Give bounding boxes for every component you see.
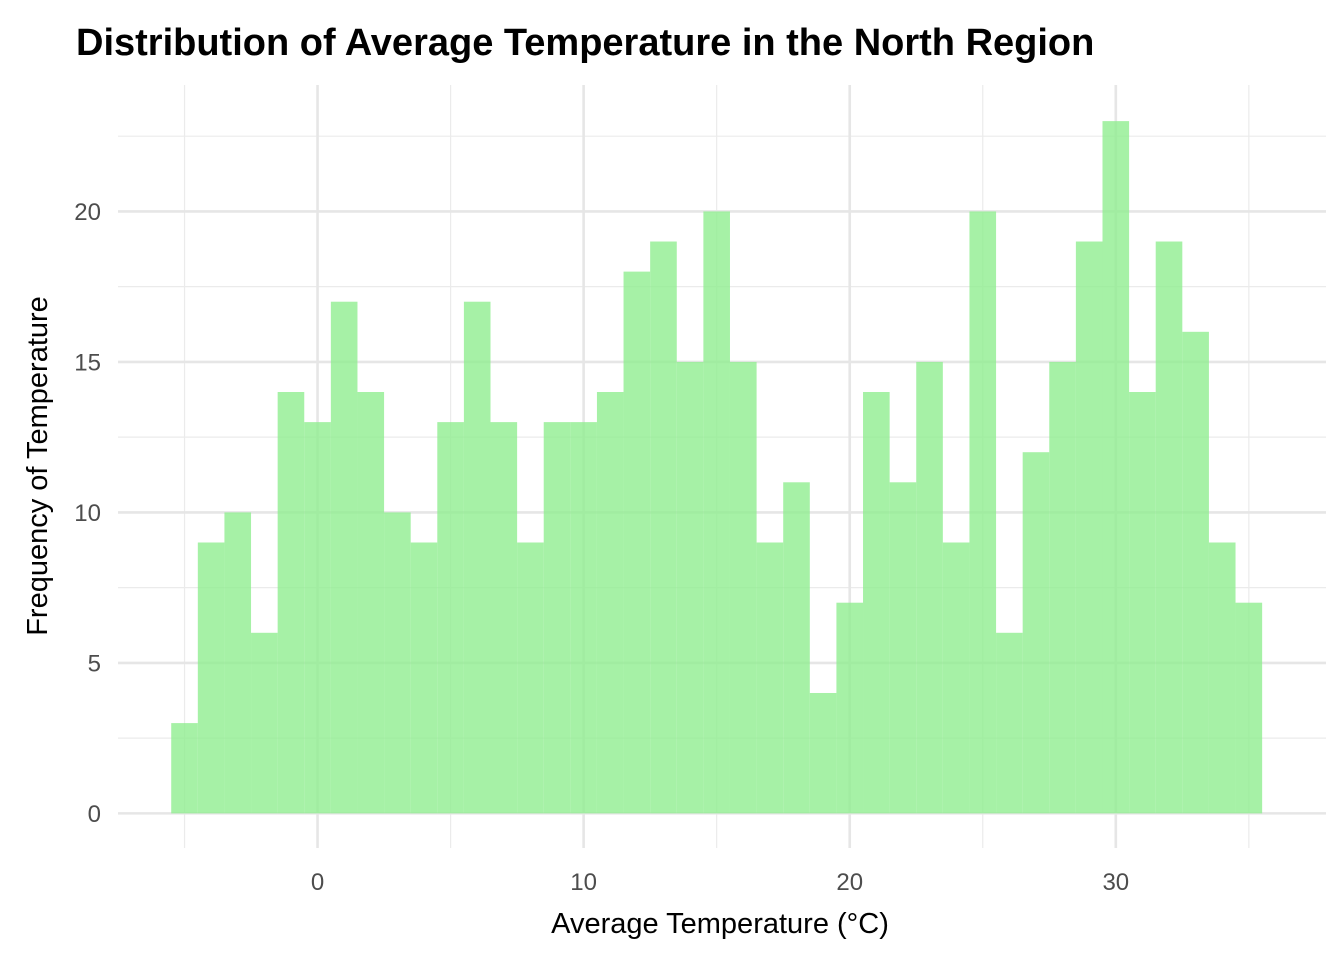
histogram-bar: [1129, 392, 1156, 814]
histogram-bar: [357, 392, 385, 814]
histogram-bar: [304, 422, 331, 814]
y-tick-label: 10: [74, 500, 101, 527]
histogram-bar: [490, 422, 518, 814]
histogram-bar: [1208, 542, 1236, 814]
x-axis-tick-labels: 0 10 20 30: [311, 869, 1129, 896]
chart-title: Distribution of Average Temperature in t…: [76, 22, 1094, 64]
x-tick-label: 20: [836, 869, 863, 896]
x-tick-label: 0: [311, 869, 324, 896]
x-tick-label: 30: [1102, 869, 1129, 896]
histogram-bar: [437, 422, 464, 814]
histogram-bar: [889, 482, 917, 814]
histogram-bar: [783, 482, 810, 814]
x-tick-label: 10: [570, 869, 597, 896]
histogram-bars: [171, 121, 1263, 814]
histogram-bar: [384, 512, 411, 814]
histogram-bar: [1075, 241, 1103, 814]
histogram-bar: [676, 361, 704, 814]
histogram-bar: [251, 632, 278, 814]
histogram-bar: [1182, 331, 1209, 814]
histogram-bar: [836, 602, 864, 814]
histogram-bar: [463, 301, 491, 814]
y-axis-tick-labels: 0 5 10 15 20: [74, 199, 101, 828]
histogram-bar: [570, 422, 597, 814]
histogram-bar: [729, 361, 757, 814]
histogram-bar: [1235, 602, 1263, 814]
histogram-bar: [277, 392, 305, 814]
histogram-bar: [1102, 121, 1130, 814]
histogram-bar: [650, 241, 677, 814]
histogram-bar: [410, 542, 438, 814]
histogram-bar: [517, 542, 544, 814]
histogram-bar: [969, 211, 997, 814]
y-tick-label: 5: [88, 650, 101, 677]
histogram-bar: [543, 422, 571, 814]
histogram-bar: [916, 361, 943, 814]
x-axis-title: Average Temperature (°C): [551, 908, 889, 940]
histogram-bar: [330, 301, 358, 814]
histogram-bar: [809, 692, 837, 814]
histogram-bar: [1049, 361, 1076, 814]
histogram-bar: [756, 542, 784, 814]
histogram-bar: [1022, 452, 1050, 814]
histogram-bar: [224, 512, 252, 814]
histogram-bar: [703, 211, 730, 814]
y-tick-label: 15: [74, 349, 101, 376]
histogram-bar: [596, 392, 624, 814]
histogram-bar: [996, 632, 1023, 814]
histogram-bar: [942, 542, 970, 814]
histogram-bar: [197, 542, 225, 814]
y-tick-label: 0: [88, 801, 101, 828]
y-tick-label: 20: [74, 199, 101, 226]
histogram-bar: [863, 392, 890, 814]
histogram-bar: [171, 723, 198, 814]
histogram-bar: [1155, 241, 1183, 814]
y-axis-title: Frequency of Temperature: [22, 296, 54, 636]
histogram-bar: [623, 271, 651, 814]
